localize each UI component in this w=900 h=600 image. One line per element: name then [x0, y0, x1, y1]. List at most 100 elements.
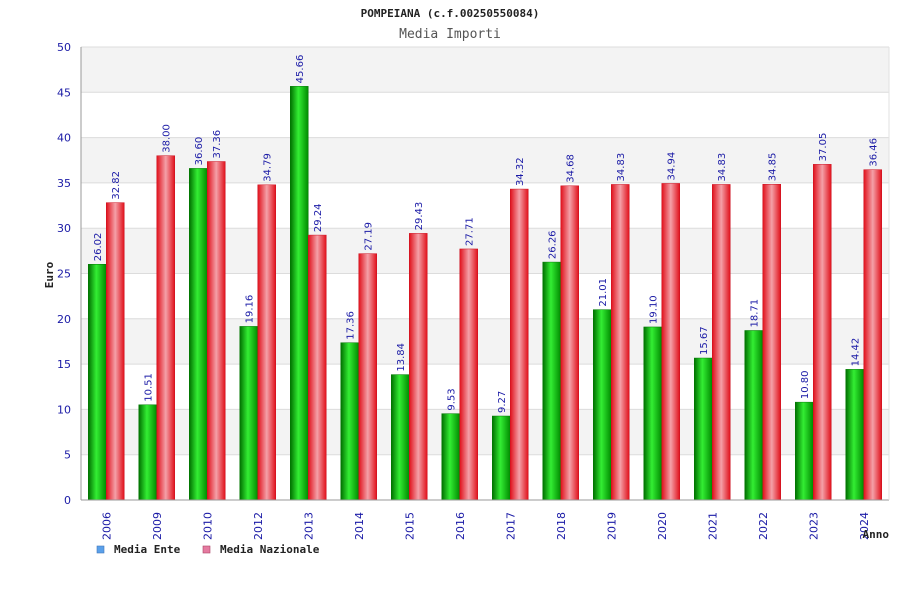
data-label-media-nazionale: 29.43	[414, 202, 425, 231]
y-axis-label: Euro	[43, 261, 56, 288]
y-tick-label: 0	[64, 494, 71, 507]
data-label-media-ente: 18.71	[750, 299, 761, 328]
plot-band	[81, 47, 889, 93]
bar-media-ente	[340, 342, 359, 501]
x-tick-label: 2014	[353, 512, 366, 540]
bar-media-nazionale	[510, 188, 529, 501]
data-label-media-ente: 10.80	[800, 371, 811, 400]
bar-series	[88, 86, 882, 501]
data-label-media-ente: 26.02	[93, 233, 104, 262]
data-label-media-ente: 36.60	[194, 137, 205, 166]
bar-media-ente	[694, 357, 713, 501]
bar-media-nazionale	[358, 253, 377, 501]
bar-media-ente	[643, 326, 662, 501]
x-tick-label: 2019	[605, 512, 618, 540]
x-tick-label: 2023	[807, 512, 820, 540]
y-tick-label: 50	[57, 41, 71, 54]
data-label-media-ente: 9.27	[497, 391, 508, 413]
data-label-media-ente: 10.51	[144, 373, 155, 402]
legend-swatch-media-ente	[96, 545, 105, 554]
bar-media-ente	[138, 404, 157, 501]
x-tick-label: 2016	[454, 512, 467, 540]
y-tick-label: 35	[57, 177, 71, 190]
data-label-media-ente: 19.10	[649, 295, 660, 324]
bar-media-nazionale	[813, 164, 832, 501]
bar-media-nazionale	[106, 202, 125, 501]
bar-media-ente	[845, 369, 864, 501]
data-label-media-ente: 21.01	[598, 278, 609, 307]
data-label-media-ente: 45.66	[295, 55, 306, 84]
data-label-media-nazionale: 34.83	[717, 153, 728, 182]
data-label-media-nazionale: 32.82	[111, 171, 122, 200]
legend-swatch-media-nazionale	[202, 545, 211, 554]
bar-media-ente	[492, 415, 511, 501]
chart-subtitle: Media Importi	[399, 27, 501, 42]
data-label-media-ente: 9.53	[447, 388, 458, 410]
data-label-media-ente: 19.16	[245, 295, 256, 324]
bar-media-ente	[290, 86, 309, 501]
bar-media-ente	[239, 326, 258, 501]
bar-media-nazionale	[459, 248, 478, 501]
y-tick-label: 25	[57, 268, 71, 281]
bar-media-ente	[542, 261, 561, 501]
data-label-media-nazionale: 29.24	[313, 203, 324, 232]
data-label-media-nazionale: 34.32	[515, 157, 526, 186]
y-tick-label: 5	[64, 449, 71, 462]
bar-media-nazionale	[863, 169, 882, 501]
bar-media-ente	[391, 374, 410, 501]
bar-media-nazionale	[712, 184, 731, 501]
data-labels: 26.02 32.82 10.51 38.00 36.60 37.36 19.16 34.79…	[93, 55, 880, 413]
bar-media-nazionale	[207, 161, 226, 501]
x-tick-label: 2022	[757, 512, 770, 540]
data-label-media-nazionale: 34.79	[263, 153, 274, 182]
data-label-media-nazionale: 27.19	[364, 222, 375, 251]
axes	[80, 47, 890, 501]
data-label-media-nazionale: 34.85	[768, 153, 779, 182]
legend-label-media-ente: Media Ente	[114, 543, 181, 556]
data-label-media-ente: 14.42	[851, 338, 862, 367]
bar-media-ente	[795, 401, 814, 501]
y-tick-label: 20	[57, 313, 71, 326]
y-tick-label: 40	[57, 132, 71, 145]
bar-media-nazionale	[762, 184, 781, 501]
bar-media-ente	[189, 168, 208, 501]
data-label-media-ente: 15.67	[699, 326, 710, 355]
x-tick-label: 2021	[706, 512, 719, 540]
bar-media-ente	[744, 330, 763, 501]
data-label-media-ente: 17.36	[346, 311, 357, 340]
legend-label-media-nazionale: Media Nazionale	[220, 543, 320, 556]
x-tick-label: 2013	[302, 512, 315, 540]
x-tick-label: 2017	[504, 512, 517, 540]
bar-media-nazionale	[409, 233, 428, 501]
data-label-media-nazionale: 37.05	[818, 133, 829, 162]
chart-title: POMPEIANA (c.f.00250550084)	[361, 7, 540, 20]
x-tick-label: 2024	[858, 512, 871, 540]
bar-media-ente	[441, 413, 460, 501]
x-axis-label: Anno	[863, 528, 890, 541]
legend: Media Ente Media Nazionale	[96, 543, 320, 556]
data-label-media-ente: 26.26	[548, 230, 559, 259]
data-label-media-nazionale: 37.36	[212, 130, 223, 159]
bar-media-ente	[88, 264, 107, 501]
bar-media-nazionale	[257, 184, 276, 501]
x-tick-label: 2018	[555, 512, 568, 540]
y-tick-label: 30	[57, 222, 71, 235]
bar-media-nazionale	[560, 185, 579, 501]
bar-media-ente	[593, 309, 612, 501]
data-label-media-nazionale: 34.83	[616, 153, 627, 182]
x-tick-label: 2020	[656, 512, 669, 540]
x-tick-label: 2015	[403, 512, 416, 540]
data-label-media-nazionale: 38.00	[162, 124, 173, 153]
data-label-media-nazionale: 27.71	[465, 217, 476, 246]
bar-media-nazionale	[611, 184, 630, 501]
data-label-media-nazionale: 34.68	[566, 154, 577, 183]
bar-media-nazionale	[661, 183, 680, 501]
bar-media-nazionale	[156, 155, 175, 501]
x-tick-labels: 2006 2009 2010 2012 2013 2014 2015 2016 2017 2018…	[100, 512, 871, 540]
y-tick-labels: 0 5 10 15 20 25 30 35 40 45 50	[57, 41, 71, 507]
x-tick-label: 2012	[252, 512, 265, 540]
data-label-media-nazionale: 36.46	[869, 138, 880, 167]
x-tick-label: 2010	[201, 512, 214, 540]
data-label-media-ente: 13.84	[396, 343, 407, 372]
